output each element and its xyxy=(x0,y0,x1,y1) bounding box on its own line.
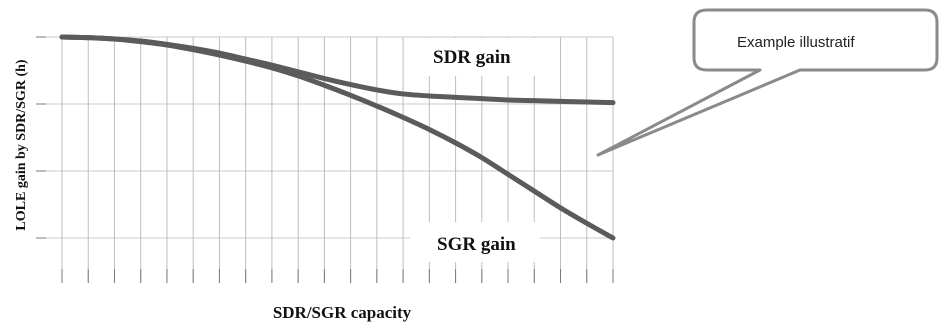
tick-layer xyxy=(61,269,614,283)
sgr-label-background xyxy=(410,222,540,262)
series-label-sgr: SGR gain xyxy=(437,234,516,255)
series-label-sdr: SDR gain xyxy=(433,47,511,68)
sdr-label-background xyxy=(408,38,546,76)
annotation-text: Example illustratif xyxy=(737,34,855,51)
x-axis-label: SDR/SGR capacity xyxy=(273,303,412,322)
y-axis-label: LOLE gain by SDR/SGR (h) xyxy=(14,59,29,230)
annotation-callout-box xyxy=(596,8,939,157)
series-layer xyxy=(59,34,616,241)
sgr-gain-line xyxy=(59,34,616,241)
